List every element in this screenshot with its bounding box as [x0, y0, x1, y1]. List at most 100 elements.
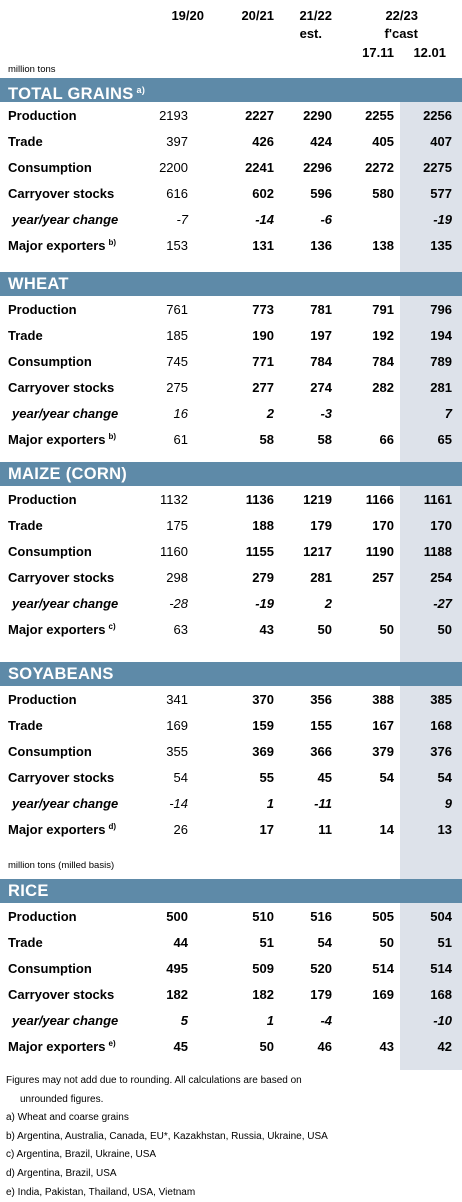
cell-1920: 495: [166, 961, 188, 976]
cell-1920: 1132: [160, 492, 188, 507]
cell-2021: 510: [252, 909, 274, 924]
footnote-c: c) Argentina, Brazil, Ukraine, USA: [6, 1149, 157, 1161]
row-label: Trade: [8, 328, 43, 343]
cell-1920: 63: [173, 622, 188, 637]
row-label: Trade: [8, 134, 43, 149]
row-label: Carryover stocks: [8, 380, 114, 395]
table-row-consumption: Consumption 2200 2241 2296 2272 2275: [0, 154, 462, 180]
row-label-text: Trade: [8, 935, 43, 950]
row-label-text: Major exporters: [8, 822, 106, 837]
cell-2223-1201: 796: [430, 302, 452, 317]
section-title-text: TOTAL GRAINS: [8, 85, 134, 103]
row-label: year/year change: [12, 212, 118, 227]
footnote-d: d) Argentina, Brazil, USA: [6, 1167, 117, 1179]
latest-forecast-column-highlight: [400, 102, 462, 1070]
cell-1920: -28: [169, 596, 188, 611]
row-label-text: Consumption: [8, 544, 92, 559]
row-label-text: Production: [8, 692, 77, 707]
cell-2122: -4: [320, 1013, 332, 1028]
row-label: year/year change: [12, 796, 118, 811]
table-row-year-change: year/year change 5 1 -4 -10: [0, 1007, 462, 1033]
row-label: Major exporters c): [8, 622, 116, 637]
cell-2223-1711: 505: [372, 909, 394, 924]
cell-2021: 277: [252, 380, 274, 395]
row-label: year/year change: [12, 596, 118, 611]
header-col-2122: 21/22: [299, 8, 332, 23]
cell-2223-1201: 168: [430, 718, 452, 733]
cell-2021: 2241: [245, 160, 274, 175]
table-row-major-exporters: Major exporters d) 26 17 11 14 13: [0, 816, 462, 842]
cell-2223-1711: 388: [372, 692, 394, 707]
row-label-text: Major exporters: [8, 1039, 106, 1054]
row-label-text: Trade: [8, 134, 43, 149]
row-label: Production: [8, 302, 77, 317]
table-row-production: Production 761 773 781 791 796: [0, 296, 462, 322]
cell-2223-1711: 405: [372, 134, 394, 149]
row-label-text: Trade: [8, 718, 43, 733]
cell-2122: 516: [310, 909, 332, 924]
row-label-text: Production: [8, 108, 77, 123]
cell-2223-1201: 1188: [423, 544, 452, 559]
cell-1920: 169: [166, 718, 188, 733]
cell-2122: -11: [314, 796, 332, 811]
section-title-wheat: WHEAT: [0, 272, 462, 296]
table-row-carryover-stocks: Carryover stocks 54 55 45 54 54: [0, 764, 462, 790]
cell-2122: 596: [310, 186, 332, 201]
section-title-rice: RICE: [0, 879, 462, 903]
cell-2122: 520: [310, 961, 332, 976]
table-row-major-exporters: Major exporters e) 45 50 46 43 42: [0, 1033, 462, 1059]
header-col-1711: 17.11: [362, 45, 394, 60]
cell-2021: 426: [252, 134, 274, 149]
row-footnote-ref: c): [108, 622, 116, 631]
row-label: Major exporters e): [8, 1039, 116, 1054]
cell-2223-1201: 194: [430, 328, 452, 343]
cell-2223-1201: 789: [430, 354, 452, 369]
cell-1920: 355: [166, 744, 188, 759]
row-label: Carryover stocks: [8, 186, 114, 201]
cell-2122: 784: [310, 354, 332, 369]
cell-1920: 745: [166, 354, 188, 369]
table-row-trade: Trade 397 426 424 405 407: [0, 128, 462, 154]
cell-2223-1711: 169: [372, 987, 394, 1002]
cell-2223-1711: 282: [372, 380, 394, 395]
cell-1920: 616: [166, 186, 188, 201]
cell-1920: 2200: [159, 160, 188, 175]
cell-2122: 54: [317, 935, 332, 950]
cell-2122: 50: [317, 622, 332, 637]
cell-2223-1201: 54: [437, 770, 452, 785]
cell-2021: 50: [259, 1039, 274, 1054]
row-label-text: Major exporters: [8, 238, 106, 253]
cell-2122: 2: [324, 596, 332, 611]
section-rice: RICE Production 500 510 516 505 504 Trade 44 51 54…: [0, 879, 462, 1059]
cell-1920: 298: [166, 570, 188, 585]
cell-2223-1711: 2255: [365, 108, 394, 123]
section-title-maize: MAIZE (CORN): [0, 462, 462, 486]
cell-2122: 155: [310, 718, 332, 733]
section-title-total-grains: TOTAL GRAINS a): [0, 78, 462, 103]
cell-2223-1201: 376: [430, 744, 452, 759]
cell-2223-1201: 2275: [423, 160, 452, 175]
row-label-text: year/year change: [12, 596, 119, 611]
row-label-text: Carryover stocks: [8, 987, 115, 1002]
row-label-text: Production: [8, 492, 77, 507]
header-col-2223-fcast: f'cast: [384, 26, 418, 41]
row-label-text: Production: [8, 909, 77, 924]
row-label-text: Consumption: [8, 354, 92, 369]
row-label-text: year/year change: [12, 212, 119, 227]
cell-2223-1711: 1190: [365, 544, 394, 559]
cell-2223-1711: 514: [372, 961, 394, 976]
cell-2223-1201: 385: [430, 692, 452, 707]
row-label: Carryover stocks: [8, 570, 114, 585]
cell-2223-1201: 2256: [423, 108, 452, 123]
row-label-text: Consumption: [8, 961, 92, 976]
cell-2122: 2296: [303, 160, 332, 175]
row-label: Trade: [8, 935, 43, 950]
row-label-text: Production: [8, 302, 77, 317]
row-label: Major exporters b): [8, 238, 116, 253]
footnote-b: b) Argentina, Australia, Canada, EU*, Ka…: [6, 1130, 328, 1142]
cell-1920: 397: [166, 134, 188, 149]
cell-1920: 500: [166, 909, 188, 924]
cell-2122: 1219: [303, 492, 332, 507]
row-label: Consumption: [8, 354, 92, 369]
cell-2223-1201: 13: [437, 822, 452, 837]
